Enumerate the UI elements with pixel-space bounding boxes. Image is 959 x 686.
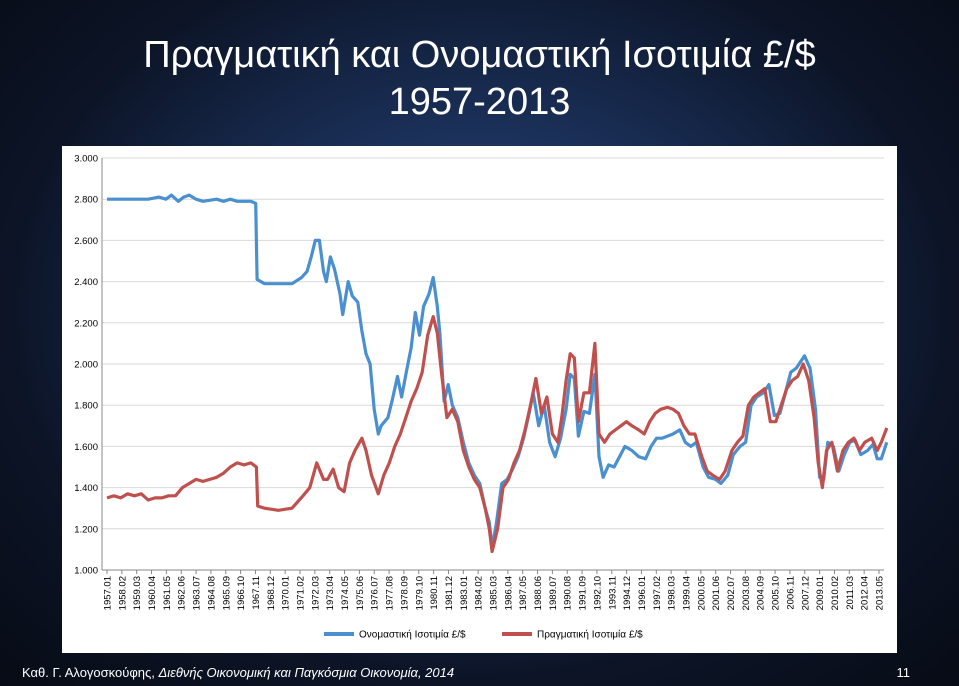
x-tick-label: 1981.12 (444, 576, 455, 610)
x-tick-label: 2003.08 (741, 576, 752, 610)
y-tick-label: 2.000 (74, 360, 98, 371)
x-tick-label: 1979.10 (414, 576, 425, 610)
x-tick-label: 1975.06 (355, 576, 366, 610)
x-tick-label: 1989.07 (548, 576, 559, 610)
slide-title: Πραγματική και Ονομαστική Ισοτιμία £/$ (143, 34, 816, 76)
x-tick-label: 1976.07 (370, 576, 381, 610)
x-tick-label: 1990.08 (563, 576, 574, 610)
y-tick-label: 1.600 (74, 442, 98, 453)
x-tick-label: 1992.10 (592, 576, 603, 610)
x-tick-label: 2007.12 (800, 576, 811, 610)
page-number: 11 (896, 665, 911, 680)
x-tick-label: 2002.07 (726, 576, 737, 610)
x-tick-label: 1994.12 (622, 576, 633, 610)
x-tick-label: 1984.02 (474, 576, 485, 610)
x-tick-label: 1963.07 (192, 576, 203, 610)
x-tick-label: 1974.05 (340, 576, 351, 610)
x-tick-label: 2010.02 (830, 576, 841, 610)
x-tick-label: 2006.11 (785, 576, 796, 610)
x-tick-label: 1958.02 (117, 576, 128, 610)
x-tick-label: 1985.03 (489, 576, 500, 610)
y-tick-label: 1.000 (74, 566, 98, 577)
x-tick-label: 1988.06 (533, 576, 544, 610)
y-tick-label: 2.800 (74, 195, 98, 206)
x-tick-label: 1998.03 (667, 576, 678, 610)
x-tick-label: 1966.10 (236, 576, 247, 610)
x-tick-label: 1996.01 (637, 576, 648, 610)
x-tick-label: 2000.05 (696, 576, 707, 610)
x-tick-label: 2011.03 (845, 576, 856, 610)
x-tick-label: 1965.09 (221, 576, 232, 610)
x-tick-label: 2009.01 (815, 576, 826, 610)
x-tick-label: 1970.01 (281, 576, 292, 610)
x-tick-label: 2004.09 (756, 576, 767, 610)
x-tick-label: 1961.05 (162, 576, 173, 610)
x-tick-label: 1964.08 (206, 576, 217, 610)
x-tick-label: 2001.06 (711, 576, 722, 610)
legend-label: Πραγματική Ισοτιμία £/$ (537, 629, 643, 641)
x-tick-label: 1960.04 (147, 576, 158, 610)
x-tick-label: 1971.02 (296, 576, 307, 610)
x-tick-label: 1986.04 (503, 576, 514, 610)
x-tick-label: 1997.02 (652, 576, 663, 610)
x-tick-label: 1991.09 (578, 576, 589, 610)
x-tick-label: 1980.11 (429, 576, 440, 610)
y-tick-label: 2.200 (74, 318, 98, 329)
x-tick-label: 1999.04 (682, 576, 693, 610)
x-tick-label: 1967.11 (251, 576, 262, 610)
footer-citation: Καθ. Γ. Αλογοσκούφης, Διεθνής Οικονομική… (22, 665, 454, 680)
y-tick-label: 2.400 (74, 277, 98, 288)
y-tick-label: 1.800 (74, 401, 98, 412)
x-tick-label: 1972.03 (310, 576, 321, 610)
x-tick-label: 2013.05 (875, 576, 886, 610)
x-tick-label: 2012.04 (860, 576, 871, 610)
x-tick-label: 1978.09 (399, 576, 410, 610)
x-tick-label: 1977.08 (385, 576, 396, 610)
x-tick-label: 1983.01 (459, 576, 470, 610)
footer-work: Διεθνής Οικονομική και Παγκόσμια Οικονομ… (158, 665, 455, 680)
x-tick-label: 1959.03 (132, 576, 143, 610)
x-tick-label: 1962.06 (177, 576, 188, 610)
y-tick-label: 1.400 (74, 483, 98, 494)
x-tick-label: 1987.05 (518, 576, 529, 610)
x-tick-label: 2005.10 (771, 576, 782, 610)
footer-author: Καθ. Γ. Αλογοσκούφης, (22, 665, 159, 680)
y-tick-label: 2.600 (74, 236, 98, 247)
real-rate-line (106, 315, 889, 554)
y-tick-label: 3.000 (74, 154, 98, 165)
chart-panel: 1.000 1.200 1.400 1.600 1.800 2.000 2.200 2.400… (62, 146, 897, 653)
legend-label: Ονομαστική Ισοτιμία £/$ (359, 629, 466, 641)
nominal-rate-line (107, 193, 889, 549)
slide-subtitle: 1957-2013 (388, 81, 571, 123)
x-tick-label: 1957.01 (103, 576, 114, 610)
x-tick-label: 1973.04 (325, 576, 336, 610)
x-tick-label: 1993.11 (607, 576, 618, 610)
exchange-rate-chart: 1.000 1.200 1.400 1.600 1.800 2.000 2.200 2.400… (74, 154, 889, 641)
x-tick-label: 1968.12 (266, 576, 277, 610)
y-tick-label: 1.200 (74, 524, 98, 535)
